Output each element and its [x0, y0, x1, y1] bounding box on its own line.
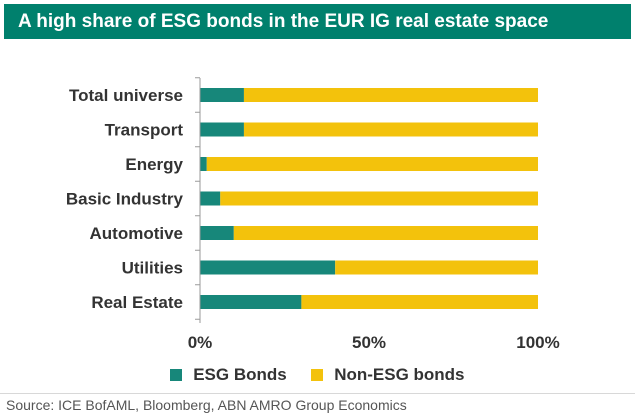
chart-area: Total universe Transport Energy Basic Indus…	[0, 40, 635, 390]
legend-swatch-non-esg	[311, 368, 324, 381]
source-divider	[0, 393, 635, 394]
bar-non-esg-real-estate	[301, 295, 538, 309]
chart-title-banner: A high share of ESG bonds in the EUR IG …	[4, 4, 631, 39]
x-tick-label: 100%	[516, 333, 559, 352]
bar-non-esg-utilities	[335, 260, 538, 275]
legend: ESG Bonds Non-ESG bonds	[0, 364, 635, 388]
legend-label-non-esg: Non-ESG bonds	[334, 364, 465, 384]
chart-title: A high share of ESG bonds in the EUR IG …	[18, 11, 549, 32]
legend-swatch-esg	[170, 368, 183, 381]
bar-chart: Total universe Transport Energy Basic Indus…	[66, 77, 560, 352]
category-label: Transport	[105, 121, 184, 140]
bar-non-esg-transport	[243, 122, 538, 137]
x-tick-label: 50%	[352, 333, 386, 352]
bar-non-esg-energy	[206, 157, 538, 171]
category-label: Automotive	[90, 224, 184, 243]
x-tick-label: 0%	[188, 333, 213, 352]
bar-esg-real-estate	[200, 295, 302, 309]
bar-esg-basic-industry	[200, 191, 221, 206]
legend-label-esg: ESG Bonds	[193, 364, 287, 384]
bar-esg-energy	[200, 157, 207, 171]
category-label: Energy	[125, 155, 183, 174]
source-note: Source: ICE BofAML, Bloomberg, ABN AMRO …	[6, 397, 407, 413]
category-label: Basic Industry	[66, 190, 184, 209]
bar-esg-transport	[200, 122, 244, 137]
bar-non-esg-automotive	[233, 226, 539, 240]
bar-esg-utilities	[200, 260, 336, 275]
category-label: Utilities	[122, 259, 183, 278]
bar-non-esg-total-universe	[243, 88, 538, 102]
category-label: Total universe	[69, 86, 183, 105]
bar-non-esg-basic-industry	[220, 191, 538, 206]
bar-esg-automotive	[200, 226, 234, 240]
legend-item-non-esg: Non-ESG bonds	[311, 364, 465, 385]
category-label: Real Estate	[91, 293, 183, 312]
bar-esg-total-universe	[200, 88, 244, 102]
legend-item-esg: ESG Bonds	[170, 364, 287, 385]
